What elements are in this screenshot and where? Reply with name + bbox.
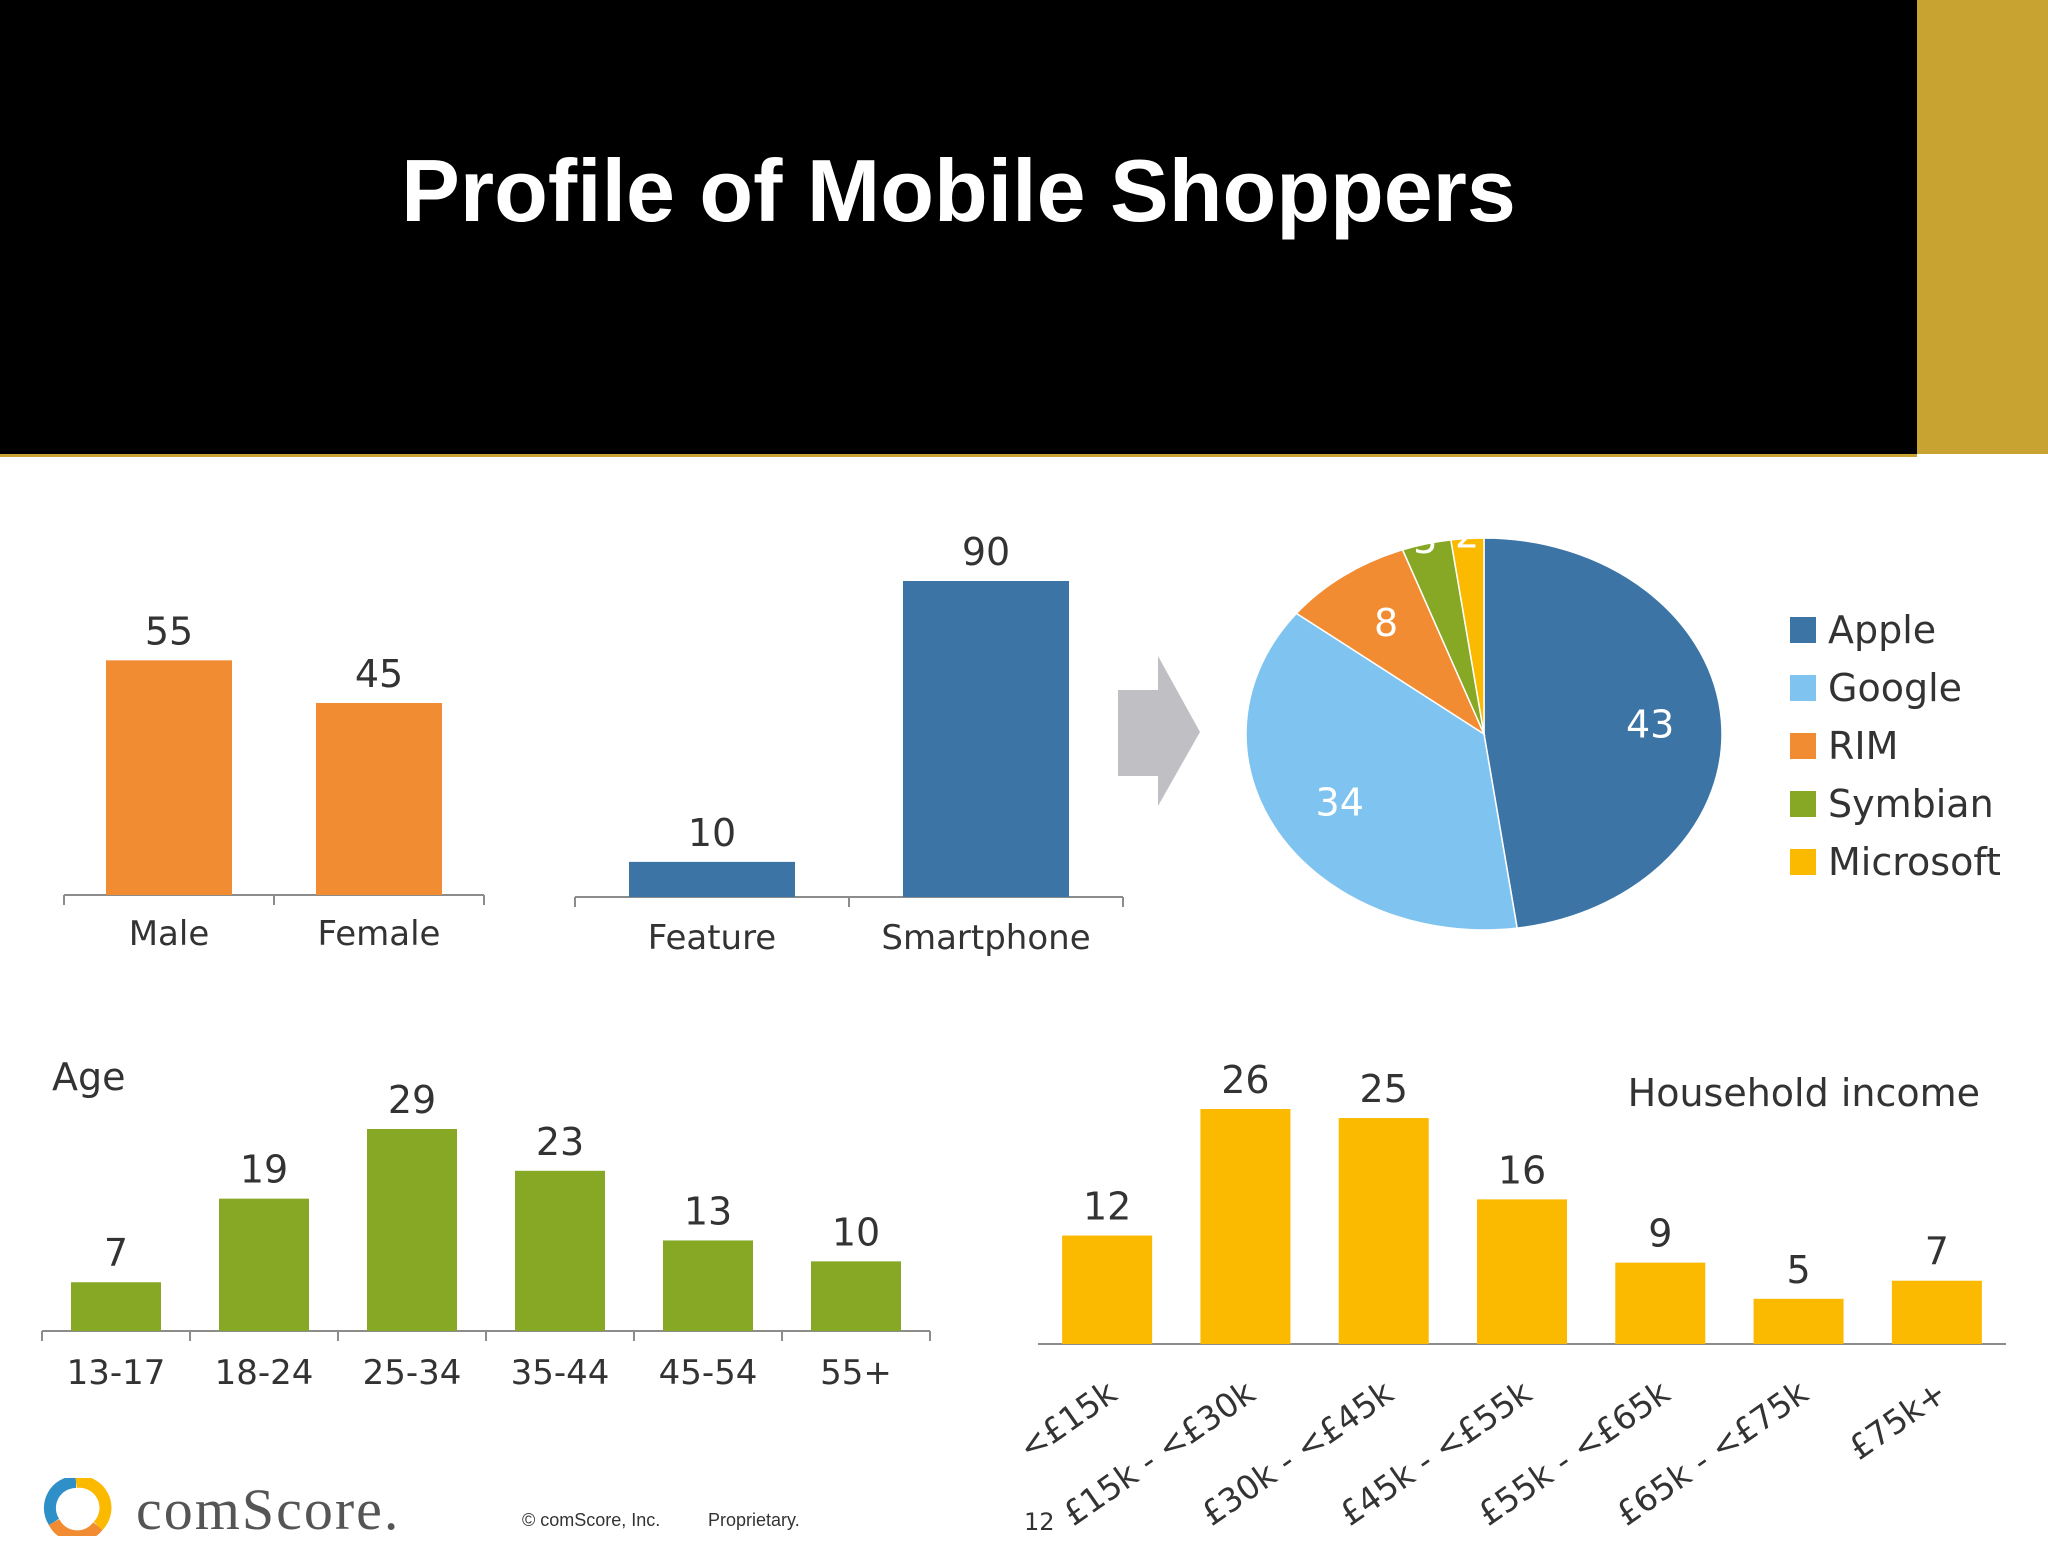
footer-proprietary: Proprietary. bbox=[708, 1510, 800, 1530]
gender-bar bbox=[316, 703, 442, 895]
legend-label: Symbian bbox=[1828, 782, 1994, 826]
age-category-label: 55+ bbox=[820, 1353, 892, 1393]
legend-swatch bbox=[1790, 849, 1816, 875]
income-bar bbox=[1338, 1118, 1429, 1344]
footer-brand: comScore. bbox=[136, 1477, 401, 1542]
pie-slice bbox=[1245, 612, 1518, 931]
age-category-label: 18-24 bbox=[215, 1353, 314, 1393]
device-category-label: Feature bbox=[648, 918, 776, 958]
comscore-logo-icon bbox=[40, 1475, 112, 1543]
income-bar bbox=[1753, 1298, 1844, 1344]
age-chart-title: Age bbox=[52, 1055, 126, 1099]
arrow-icon bbox=[1118, 656, 1200, 806]
legend-label: Google bbox=[1828, 666, 1962, 710]
legend-swatch bbox=[1790, 617, 1816, 643]
income-value-label: 5 bbox=[1786, 1248, 1810, 1292]
pie-value-label: 8 bbox=[1374, 601, 1398, 645]
accent-bar bbox=[1917, 0, 2048, 454]
age-value-label: 10 bbox=[832, 1210, 880, 1254]
income-bar bbox=[1200, 1109, 1291, 1344]
gender-bar bbox=[106, 660, 232, 895]
income-bar bbox=[1477, 1199, 1567, 1344]
income-value-label: 26 bbox=[1221, 1058, 1269, 1102]
age-value-label: 23 bbox=[536, 1120, 584, 1164]
pie-value-label: 43 bbox=[1626, 702, 1674, 746]
slide-title: Profile of Mobile Shoppers bbox=[401, 141, 1516, 240]
pie-value-label: 3 bbox=[1413, 518, 1437, 562]
device-value-label: 90 bbox=[962, 530, 1010, 574]
income-category-label: <£15k bbox=[1011, 1372, 1124, 1467]
age-value-label: 19 bbox=[240, 1148, 288, 1192]
age-bar bbox=[71, 1282, 161, 1331]
pie-value-label: 34 bbox=[1316, 781, 1364, 825]
age-bar bbox=[663, 1240, 753, 1331]
legend-swatch bbox=[1790, 791, 1816, 817]
age-category-label: 13-17 bbox=[67, 1353, 166, 1393]
age-bar bbox=[219, 1198, 309, 1331]
device-category-label: Smartphone bbox=[881, 918, 1090, 958]
income-value-label: 7 bbox=[1925, 1230, 1949, 1274]
income-value-label: 25 bbox=[1360, 1067, 1408, 1111]
pie-slice bbox=[1450, 537, 1485, 735]
income-stray-label: 12 bbox=[1024, 1508, 1055, 1536]
gender-category-label: Female bbox=[318, 914, 441, 954]
age-bar bbox=[515, 1170, 605, 1331]
age-value-label: 29 bbox=[388, 1078, 436, 1122]
footer-copyright: © comScore, Inc. bbox=[522, 1510, 661, 1530]
age-chart: 7 13-17 19 18-24 29 25-34 23 35-44 13 45-54 10 55+ A… bbox=[41, 1055, 931, 1393]
income-value-label: 12 bbox=[1083, 1185, 1131, 1229]
legend-label: RIM bbox=[1828, 724, 1898, 768]
device-chart: 10 Feature 90 Smartphone bbox=[574, 530, 1124, 958]
gender-value-label: 45 bbox=[355, 652, 403, 696]
gender-category-label: Male bbox=[129, 914, 210, 954]
age-bar bbox=[811, 1261, 901, 1331]
platform-pie-chart: 43 34 83 2 Apple Google RIM Symbian Microsoft bbox=[1245, 513, 2001, 931]
legend-swatch bbox=[1790, 733, 1816, 759]
income-bar bbox=[1891, 1280, 1982, 1344]
slide-header: Profile of Mobile Shoppers bbox=[0, 0, 1917, 454]
age-value-label: 7 bbox=[104, 1231, 128, 1275]
age-bar bbox=[367, 1129, 457, 1331]
age-category-label: 45-54 bbox=[659, 1353, 758, 1393]
accent-rule bbox=[0, 454, 1917, 457]
pie-slice bbox=[1295, 548, 1486, 736]
device-value-label: 10 bbox=[688, 811, 736, 855]
income-bar bbox=[1615, 1262, 1706, 1344]
income-chart-title: Household income bbox=[1628, 1071, 1980, 1115]
age-value-label: 13 bbox=[684, 1189, 732, 1233]
gender-value-label: 55 bbox=[145, 609, 193, 653]
age-category-label: 35-44 bbox=[511, 1353, 610, 1393]
legend-label: Apple bbox=[1828, 608, 1936, 652]
pie-slice bbox=[1483, 537, 1723, 929]
income-bar bbox=[1062, 1235, 1153, 1344]
device-bar bbox=[903, 581, 1069, 897]
pie-value-label: 2 bbox=[1455, 513, 1479, 557]
legend-label: Microsoft bbox=[1828, 840, 2001, 884]
legend-swatch bbox=[1790, 675, 1816, 701]
income-value-label: 16 bbox=[1498, 1148, 1546, 1192]
income-category-label: £75k+ bbox=[1841, 1373, 1953, 1468]
device-bar bbox=[629, 861, 795, 897]
age-category-label: 25-34 bbox=[363, 1353, 462, 1393]
gender-chart: 55 Male 45 Female bbox=[63, 609, 485, 954]
income-value-label: 9 bbox=[1648, 1212, 1672, 1256]
